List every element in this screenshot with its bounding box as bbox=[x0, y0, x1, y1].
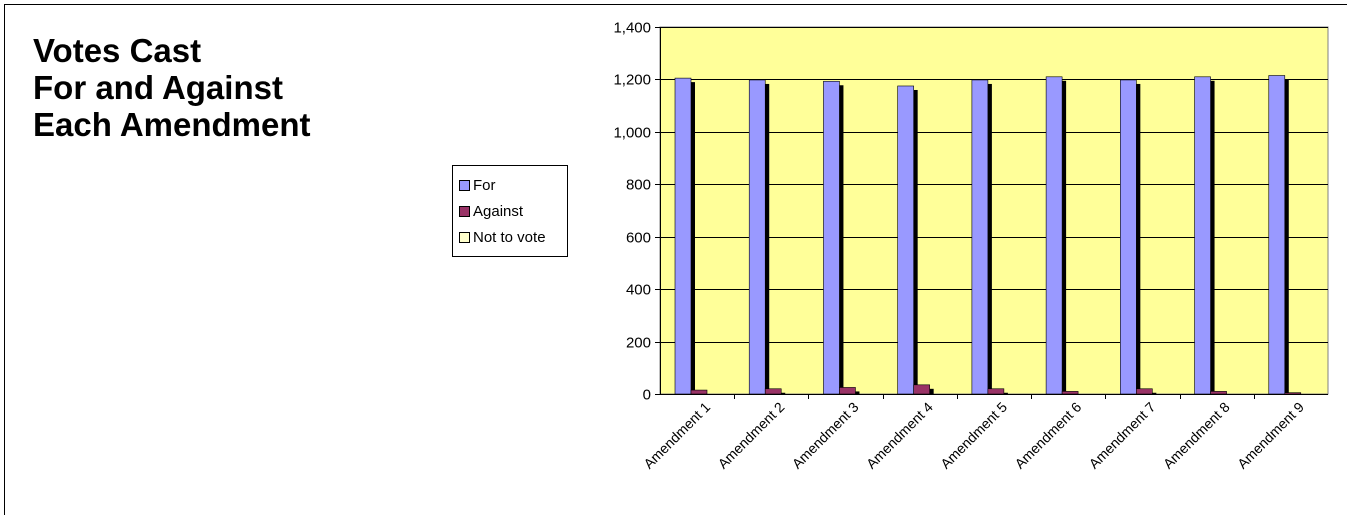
bar-for bbox=[674, 77, 692, 395]
x-tick-label: Amendment 7 bbox=[1086, 399, 1159, 472]
x-tick-label: Amendment 6 bbox=[1011, 399, 1084, 472]
bar-against bbox=[913, 384, 930, 395]
bar-against bbox=[764, 388, 782, 395]
legend-label-for: For bbox=[473, 176, 496, 194]
bar-for bbox=[897, 85, 914, 395]
legend-item-against: Against bbox=[459, 198, 567, 224]
y-tick-label: 1,400 bbox=[613, 20, 651, 37]
x-tick-label: Amendment 4 bbox=[863, 399, 936, 472]
x-tick-label: Amendment 9 bbox=[1234, 399, 1307, 472]
x-tick-label: Amendment 8 bbox=[1160, 399, 1233, 472]
bar-for bbox=[748, 79, 766, 395]
bar-for bbox=[1120, 79, 1137, 395]
bar-against bbox=[1210, 391, 1227, 395]
y-tick-label: 1,000 bbox=[613, 125, 651, 142]
bar-against bbox=[1136, 388, 1153, 395]
legend-swatch-not-to-vote bbox=[459, 231, 470, 243]
chart-legend: For Against Not to vote bbox=[452, 165, 568, 257]
chart-frame bbox=[4, 4, 1347, 515]
legend-item-not-to-vote: Not to vote bbox=[459, 224, 567, 250]
y-tick-label: 800 bbox=[626, 177, 651, 194]
legend-label-not-to-vote: Not to vote bbox=[473, 228, 546, 246]
bar-for bbox=[823, 80, 840, 395]
x-tick-label: Amendment 3 bbox=[789, 399, 862, 472]
bar-for bbox=[971, 79, 989, 395]
bar-against bbox=[987, 388, 1005, 395]
bar-for bbox=[1194, 76, 1211, 395]
chart-title: Votes Cast For and Against Each Amendmen… bbox=[33, 32, 311, 143]
legend-label-against: Against bbox=[473, 202, 524, 220]
y-tick-label: 1,200 bbox=[613, 72, 651, 89]
title-line-3: Each Amendment bbox=[33, 106, 311, 143]
bar-against bbox=[839, 387, 856, 395]
legend-item-for: For bbox=[459, 172, 567, 198]
title-line-2: For and Against bbox=[33, 69, 283, 106]
legend-swatch-for bbox=[459, 179, 470, 191]
x-tick-label: Amendment 1 bbox=[640, 399, 713, 472]
bar-for bbox=[1268, 75, 1286, 395]
y-tick-label: 600 bbox=[626, 230, 651, 247]
bar-against bbox=[1284, 392, 1302, 395]
y-tick-label: 200 bbox=[626, 335, 651, 352]
bar-for bbox=[1045, 76, 1063, 395]
x-tick-label: Amendment 2 bbox=[715, 399, 788, 472]
bar-against bbox=[1061, 391, 1079, 395]
title-line-1: Votes Cast bbox=[33, 32, 202, 69]
x-tick-label: Amendment 5 bbox=[937, 399, 1010, 472]
bar-against bbox=[690, 389, 708, 395]
y-tick-label: 0 bbox=[643, 387, 651, 404]
y-tick-label: 400 bbox=[626, 282, 651, 299]
plot-area bbox=[659, 26, 1329, 395]
legend-swatch-against bbox=[459, 205, 470, 217]
